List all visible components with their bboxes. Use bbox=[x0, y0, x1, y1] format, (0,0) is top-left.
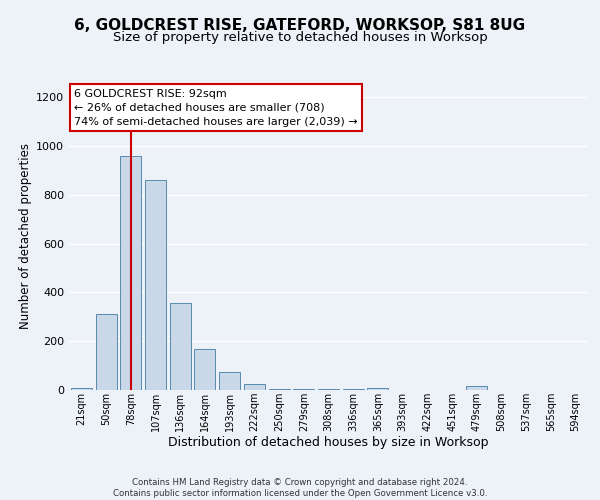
Bar bbox=[466, 386, 487, 390]
Bar bbox=[367, 388, 388, 390]
Bar bbox=[318, 389, 339, 390]
Bar bbox=[145, 180, 166, 390]
Bar bbox=[71, 388, 92, 390]
Bar bbox=[219, 372, 240, 390]
Bar bbox=[120, 156, 141, 390]
Bar bbox=[343, 389, 364, 390]
Bar bbox=[95, 314, 116, 390]
Text: Size of property relative to detached houses in Worksop: Size of property relative to detached ho… bbox=[113, 31, 487, 44]
Y-axis label: Number of detached properties: Number of detached properties bbox=[19, 143, 32, 329]
Text: Contains HM Land Registry data © Crown copyright and database right 2024.
Contai: Contains HM Land Registry data © Crown c… bbox=[113, 478, 487, 498]
Bar bbox=[170, 304, 191, 390]
Bar bbox=[194, 348, 215, 390]
Text: 6 GOLDCREST RISE: 92sqm
← 26% of detached houses are smaller (708)
74% of semi-d: 6 GOLDCREST RISE: 92sqm ← 26% of detache… bbox=[74, 88, 358, 126]
X-axis label: Distribution of detached houses by size in Worksop: Distribution of detached houses by size … bbox=[168, 436, 489, 450]
Bar bbox=[293, 389, 314, 390]
Bar bbox=[244, 384, 265, 390]
Bar bbox=[269, 389, 290, 390]
Text: 6, GOLDCREST RISE, GATEFORD, WORKSOP, S81 8UG: 6, GOLDCREST RISE, GATEFORD, WORKSOP, S8… bbox=[74, 18, 526, 32]
